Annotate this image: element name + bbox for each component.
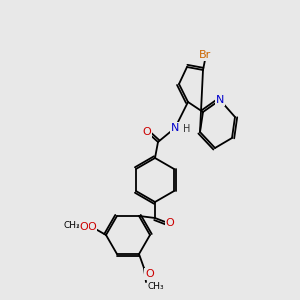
Text: CH₃: CH₃	[148, 282, 165, 291]
Text: O: O	[142, 127, 152, 137]
Text: Br: Br	[199, 50, 211, 60]
Text: N: N	[216, 95, 224, 105]
Text: O: O	[79, 221, 88, 232]
Text: O: O	[145, 269, 154, 279]
Text: N: N	[171, 123, 179, 133]
Text: O: O	[166, 218, 174, 228]
Text: O: O	[88, 222, 96, 232]
Text: CH₃: CH₃	[63, 221, 80, 230]
Text: H: H	[183, 124, 190, 134]
